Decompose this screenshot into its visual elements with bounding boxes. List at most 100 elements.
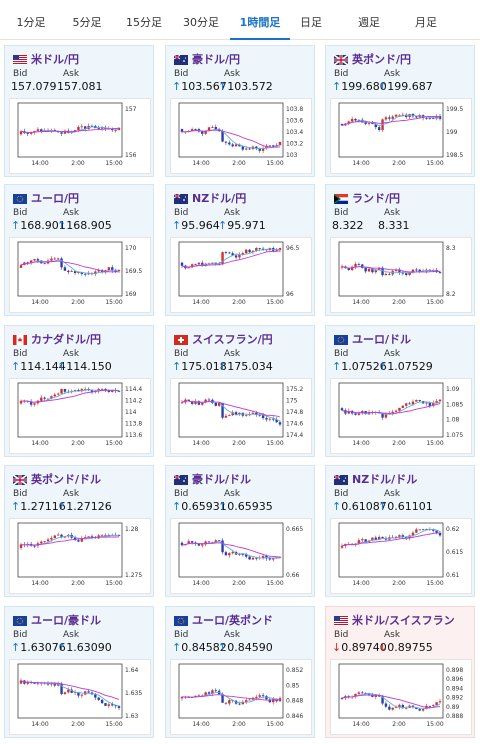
rate-card[interactable]: 米ドル/円 Bid Ask 157.079 157.081 157 156 14:00 2:00…	[4, 45, 154, 177]
mini-chart[interactable]: 1.09 1.085 1.08 1.075 14:00 2:00 15:00	[330, 378, 472, 454]
candle-body	[221, 252, 224, 265]
currency-pair-link[interactable]: 英ポンド/ドル	[31, 473, 102, 486]
y-tick-label: 0.85	[286, 682, 300, 689]
mini-chart[interactable]: 0.665 0.66 14:00 2:00 15:00	[170, 518, 312, 594]
mini-chart[interactable]: 170 169.5 169 14:00 2:00 15:00	[9, 237, 151, 313]
tab-2[interactable]: 5分足	[72, 16, 102, 29]
tab-7[interactable]: 週足	[358, 16, 380, 29]
x-tick-label: 14:00	[352, 299, 369, 306]
bid-value: ↓0.89740	[332, 641, 387, 654]
rate-card[interactable]: ユーロ/豪ドル Bid Ask ↑1.63076 ↑1.63090 1.64 1.635 1.…	[4, 606, 154, 738]
mini-chart[interactable]: 1.64 1.635 1.63 14:00 2:00 15:00	[9, 659, 151, 735]
rate-card[interactable]: 英ポンド/円 Bid Ask ↑199.680 ↑199.687 199.5 199 198.…	[325, 45, 475, 177]
x-tick-label: 14:00	[31, 721, 48, 728]
candle-body	[100, 389, 104, 390]
candle-body	[238, 553, 241, 555]
candle-body	[97, 128, 100, 129]
rate-card[interactable]: NZドル/ドル Bid Ask ↑0.61087 ↑0.61101 0.62 0.615 0.…	[325, 465, 475, 597]
mini-chart[interactable]: 96.5 96 14:00 2:00 15:00	[170, 237, 312, 313]
mini-chart[interactable]: 157 156 14:00 2:00 15:00	[9, 98, 151, 174]
mini-chart[interactable]: 1.28 1.275 14:00 2:00 15:00	[9, 518, 151, 594]
direction-arrow-icon: ↑	[332, 80, 342, 93]
candle-body	[231, 412, 234, 416]
currency-pair-link[interactable]: 米ドル/スイスフラン	[352, 614, 455, 627]
x-tick-label: 15:00	[426, 299, 443, 306]
ma-slow-line	[20, 127, 120, 134]
candle-body	[367, 123, 371, 124]
tab-3[interactable]: 15分足	[126, 16, 162, 29]
currency-pair-link[interactable]: 豪ドル/円	[192, 53, 241, 66]
plot-frame	[178, 522, 284, 578]
x-tick-label: 14:00	[31, 160, 48, 167]
tab-6[interactable]: 日足	[300, 16, 322, 29]
currency-pair-link[interactable]: スイスフラン/円	[192, 333, 273, 346]
currency-pair-link[interactable]: 豪ドル/ドル	[192, 473, 252, 486]
currency-pair-link[interactable]: 米ドル/円	[31, 53, 80, 66]
currency-pair-link[interactable]: ユーロ/英ポンド	[192, 614, 274, 627]
candle-body	[201, 544, 204, 546]
rate-card[interactable]: ユーロ/英ポンド Bid Ask ↑0.84582 ↑0.84590 0.852 0.85 0…	[165, 606, 315, 738]
candle-body	[398, 114, 401, 116]
rate-card[interactable]: カナダドル/円 Bid Ask ↑114.144 ↑114.150 114.4 114.2 1…	[4, 325, 154, 457]
currency-pair-link[interactable]: ユーロ/ドル	[352, 333, 412, 346]
candle-body	[107, 704, 111, 706]
rate-card[interactable]: 英ポンド/ドル Bid Ask ↑1.27116 ↑1.27126 1.28 1.275 14…	[4, 465, 154, 597]
currency-pair-link[interactable]: 英ポンド/円	[352, 53, 412, 66]
tab-1[interactable]: 1分足	[16, 16, 46, 29]
mini-chart[interactable]: 114.4 114.2 114 113.8 113.6 14:00 2:00 15:00	[9, 378, 151, 454]
candle-body	[224, 141, 228, 143]
currency-pair-link[interactable]: ユーロ/豪ドル	[31, 614, 102, 627]
rate-card[interactable]: スイスフラン/円 Bid Ask ↑175.018 ↑175.034 175.2 175 17…	[165, 325, 315, 457]
rate-card[interactable]: ユーロ/円 Bid Ask ↑168.901 ↑168.905 170 169.5 169 14…	[4, 184, 154, 316]
rate-card[interactable]: ランド/円 Bid Ask 8.322 8.331 8.3 8.2 14:00 2:00 15:0…	[325, 184, 475, 316]
currency-pair-link[interactable]: ユーロ/円	[31, 192, 80, 205]
y-tick-label: 113.8	[125, 421, 142, 428]
bid-value: ↑1.63076	[11, 641, 66, 654]
candle-body	[347, 696, 350, 698]
y-tick-label: 0.848	[286, 698, 303, 705]
candle-body	[361, 119, 364, 123]
tab-4[interactable]: 30分足	[183, 16, 219, 29]
candle-body	[204, 399, 207, 403]
plot-frame	[338, 102, 444, 158]
candlestick-chart-svg: 1.09 1.085 1.08 1.075 14:00 2:00 15:00	[338, 382, 463, 447]
ask-label: Ask	[63, 208, 80, 218]
tab-8[interactable]: 月足	[415, 16, 437, 29]
y-tick-label: 103.2	[286, 141, 303, 148]
ma-slow-line	[181, 542, 281, 558]
currency-pair-link[interactable]: ランド/円	[352, 192, 401, 205]
mini-chart[interactable]: 0.898 0.896 0.894 0.892 0.89 0.888 14:00 2:00 15…	[330, 659, 472, 735]
candle-body	[432, 705, 435, 707]
candle-body	[234, 255, 238, 258]
mini-chart[interactable]: 0.852 0.85 0.848 0.846 14:00 2:00 15:00	[170, 659, 312, 735]
rate-card[interactable]: 豪ドル/ドル Bid Ask ↑0.65931 ↑0.65935 0.665 0.66 14:…	[165, 465, 315, 597]
plot-frame	[17, 102, 123, 158]
ask-label: Ask	[63, 630, 80, 640]
candle-body	[371, 537, 374, 541]
ask-price: 157.081	[57, 80, 103, 93]
candle-body	[354, 263, 357, 267]
tab-5[interactable]: 1時間足	[230, 0, 290, 40]
ask-price: 175.034	[227, 360, 273, 373]
candle-body	[428, 705, 432, 707]
x-tick-label: 2:00	[392, 440, 406, 447]
candle-body	[231, 551, 234, 554]
currency-pair-link[interactable]: NZドル/円	[192, 192, 247, 205]
candle-body	[265, 418, 268, 420]
rate-card[interactable]: ユーロ/ドル Bid Ask ↑1.07526 ↑1.07529 1.09 1.085 1.0…	[325, 325, 475, 457]
candle-body	[405, 403, 408, 406]
x-tick-label: 14:00	[31, 580, 48, 587]
mini-chart[interactable]: 103.8 103.6 103.4 103.2 103 14:00 2:00 15:00	[170, 98, 312, 174]
rate-card[interactable]: NZドル/円 Bid Ask ↑95.964 ↑95.971 96.5 96 14:00 2:0…	[165, 184, 315, 316]
mini-chart[interactable]: 0.62 0.615 0.61 14:00 2:00 15:00	[330, 518, 472, 594]
currency-pair-link[interactable]: NZドル/ドル	[352, 473, 418, 486]
candle-body	[201, 402, 204, 405]
mini-chart[interactable]: 8.3 8.2 14:00 2:00 15:00	[330, 237, 472, 313]
ask-value: ↑168.905	[57, 219, 112, 232]
currency-pair-link[interactable]: カナダドル/円	[31, 333, 102, 346]
mini-chart[interactable]: 199.5 199 198.5 14:00 2:00 15:00	[330, 98, 472, 174]
mini-chart[interactable]: 175.2 175 174.8 174.6 174.4 14:00 2:00 15:00	[170, 378, 312, 454]
rate-card[interactable]: 米ドル/スイスフラン Bid Ask ↓0.89740 ↓0.89755 0.898 0.8…	[325, 606, 475, 738]
rate-card[interactable]: 豪ドル/円 Bid Ask ↑103.567 ↑103.572 103.8 103.6 103…	[165, 45, 315, 177]
direction-arrow-icon: ↓	[378, 641, 388, 654]
